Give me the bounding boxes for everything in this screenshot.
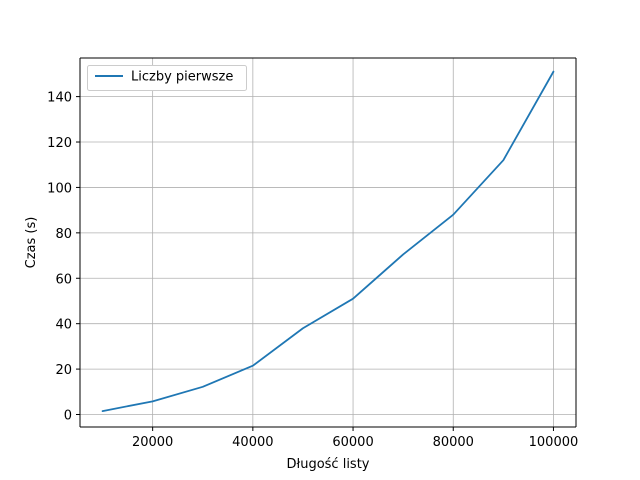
y-tick-label: 0 — [64, 409, 72, 424]
legend: Liczby pierwsze — [87, 65, 247, 91]
series-layer — [101, 70, 555, 413]
legend-box — [87, 65, 247, 91]
y-tick-label: 120 — [47, 136, 72, 151]
y-tick-label: 20 — [55, 363, 72, 378]
ticks: 20000 40000 60000 80000 100000 0 20 40 60 80 100 12… — [47, 91, 578, 450]
y-axis-label: Czas (s) — [24, 217, 39, 269]
x-tick-label: 40000 — [232, 435, 273, 450]
x-tick-label: 20000 — [132, 435, 173, 450]
y-tick-label: 60 — [55, 272, 72, 287]
x-tick-label: 60000 — [332, 435, 373, 450]
plot-frame — [79, 57, 577, 428]
x-tick-label: 100000 — [529, 435, 579, 450]
plot-area — [80, 58, 576, 427]
legend-label-liczby-pierwsze: Liczby pierwsze — [131, 70, 233, 85]
x-axis-label: Długość listy — [287, 457, 370, 472]
y-tick-label: 100 — [47, 181, 72, 196]
grid — [80, 58, 576, 427]
series-line-0 — [101, 70, 555, 413]
y-tick-label: 40 — [55, 318, 72, 333]
y-tick-label: 80 — [55, 227, 72, 242]
x-tick-label: 80000 — [433, 435, 474, 450]
y-tick-label: 140 — [47, 91, 72, 106]
